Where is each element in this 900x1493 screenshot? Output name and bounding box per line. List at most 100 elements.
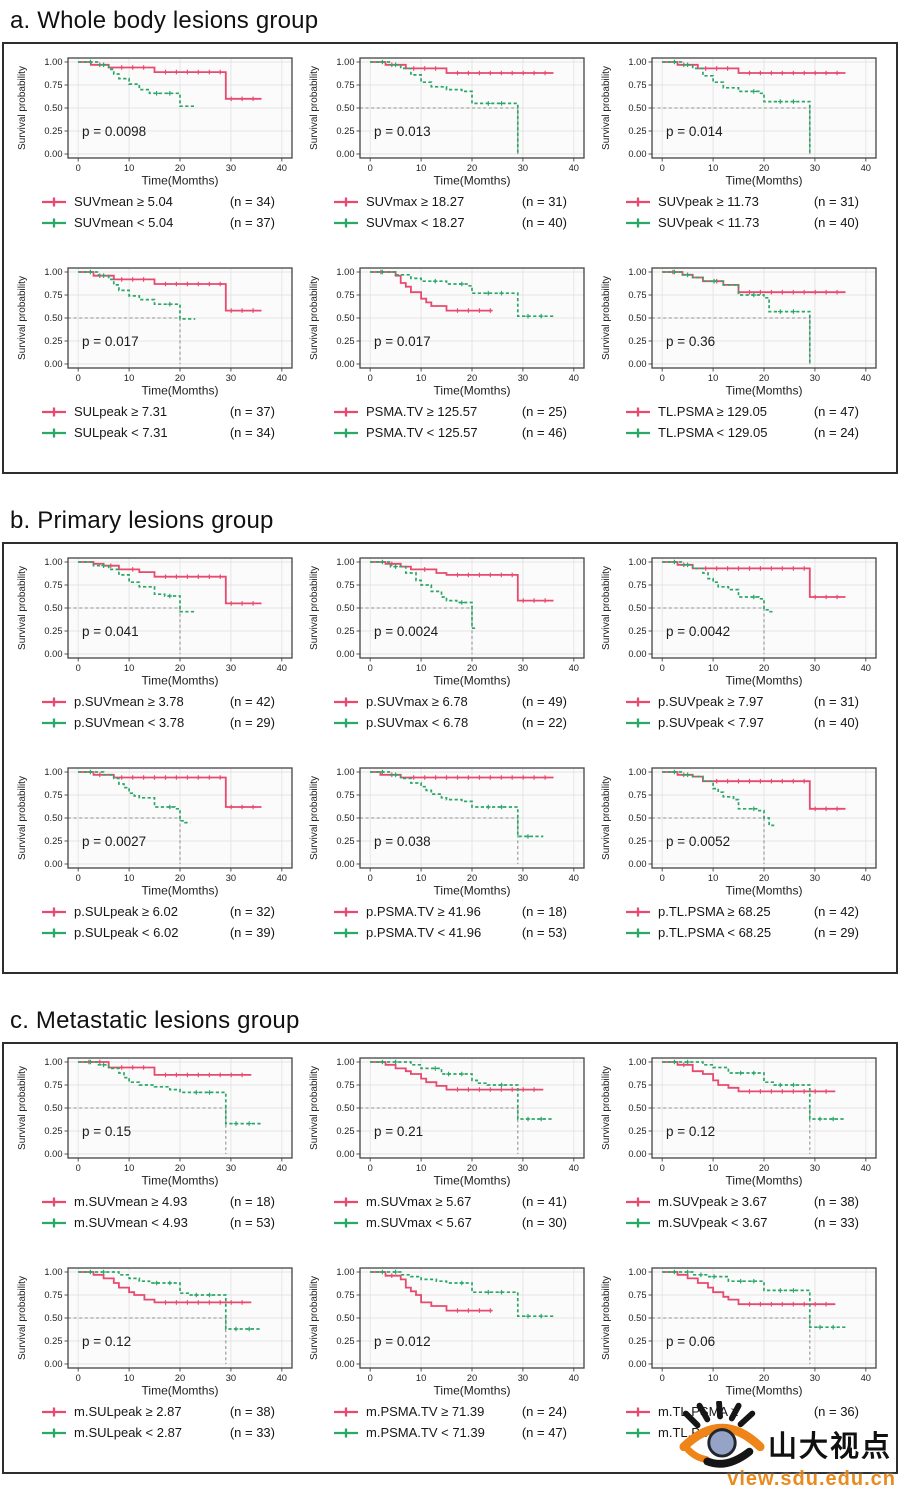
km-plot: 0.00 0.25 0.50 0.75 1.00 0 10 20 30 40 Survival pr… (304, 760, 596, 966)
axis-ticks (356, 271, 575, 372)
censor-marks-low (380, 269, 544, 319)
axis-ticks (356, 1271, 575, 1372)
plot-legend: m.SUVmax ≥ 5.67 (n = 41) m.SUVmax < 5.67… (333, 1191, 567, 1233)
plot-legend: p.SUVmax ≥ 6.78 (n = 49) p.SUVmax < 6.78… (333, 691, 567, 733)
x-tick-label: 20 (175, 1373, 185, 1383)
legend-key-icon (42, 197, 66, 206)
legend-label: SUVmean ≥ 5.04 (74, 194, 173, 209)
x-tick-label: 30 (810, 163, 820, 173)
legend-count: (n = 53) (229, 1215, 275, 1230)
y-tick-label: 1.00 (628, 267, 646, 277)
x-tick-label: 20 (759, 1163, 769, 1173)
section-title: a. Whole body lesions group (10, 7, 319, 34)
p-value-label: p = 0.017 (374, 334, 431, 349)
y-tick-label: 0.75 (336, 1290, 354, 1300)
eye-lashes (682, 1401, 756, 1429)
km-curve-high (370, 61, 554, 74)
x-tick-label: 20 (759, 1373, 769, 1383)
x-axis-label: Time(Momths) (142, 884, 219, 898)
x-tick-label: 10 (708, 373, 718, 383)
x-tick-label: 20 (467, 373, 477, 383)
legend-key-icon (626, 907, 650, 916)
x-tick-label: 10 (124, 373, 134, 383)
x-tick-label: 0 (76, 663, 81, 673)
censor-marks-low (88, 269, 173, 307)
km-plot: 0.00 0.25 0.50 0.75 1.00 0 10 20 30 40 Survival pr… (12, 1260, 304, 1466)
legend-key-icon (626, 218, 650, 227)
y-tick-label: 0.50 (628, 1103, 646, 1113)
x-tick-label: 20 (467, 873, 477, 883)
plot-legend: p.SUVmean ≥ 3.78 (n = 42) p.SUVmean < 3.… (41, 691, 275, 733)
x-tick-label: 10 (708, 873, 718, 883)
y-tick-label: 0.00 (628, 859, 646, 869)
y-tick-label: 0.75 (336, 790, 354, 800)
y-axis-label: Survival probability (17, 276, 28, 360)
section-title: b. Primary lesions group (10, 507, 274, 534)
censor-marks-high (681, 1062, 829, 1094)
censor-marks-low (380, 1269, 544, 1319)
axis-ticks (64, 271, 283, 372)
y-axis-label: Survival probability (17, 1066, 28, 1150)
km-plot: 0.00 0.25 0.50 0.75 1.00 0 10 20 30 40 Survival pr… (12, 50, 304, 256)
x-tick-label: 10 (416, 163, 426, 173)
y-axis-label: Survival probability (17, 566, 28, 650)
legend-label: m.SULpeak ≥ 2.87 (74, 1404, 182, 1419)
y-tick-label: 0.25 (336, 836, 354, 846)
legend-label: m.SUVmax ≥ 5.67 (366, 1194, 472, 1209)
y-tick-label: 0.50 (336, 1103, 354, 1113)
km-plot: 0.00 0.25 0.50 0.75 1.00 0 10 20 30 40 Survival pr… (12, 260, 304, 466)
x-tick-label: 0 (368, 1373, 373, 1383)
y-tick-label: 1.00 (336, 557, 354, 567)
x-tick-label: 10 (124, 873, 134, 883)
km-plot-canvas: 0.00 0.25 0.50 0.75 1.00 0 10 20 30 40 Survival pr… (601, 557, 877, 688)
y-tick-label: 0.00 (628, 1359, 646, 1369)
legend-key-icon (42, 928, 66, 937)
km-curve-high (662, 1271, 836, 1306)
x-tick-label: 0 (368, 373, 373, 383)
x-tick-label: 20 (467, 163, 477, 173)
km-plot-canvas: 0.00 0.25 0.50 0.75 1.00 0 10 20 30 40 Survival pr… (309, 1057, 585, 1188)
y-tick-label: 1.00 (628, 1057, 646, 1067)
x-axis-label: Time(Momths) (726, 174, 803, 188)
censor-marks-low (380, 559, 465, 605)
legend-label: SUVpeak < 11.73 (658, 215, 760, 230)
figure-section: b. Primary lesions group 0.00 0.25 0.50 0.7… (2, 506, 898, 974)
y-tick-label: 1.00 (336, 267, 354, 277)
x-axis-label: Time(Momths) (726, 1174, 803, 1188)
watermark: 山大视点 view.sdu.edu.cn (648, 1399, 898, 1493)
legend-entry: SUVmean < 5.04 (n = 37) (41, 212, 275, 233)
legend-label: p.SUVpeak < 7.97 (658, 715, 764, 730)
y-tick-label: 0.50 (628, 1313, 646, 1323)
legend-entry: SUVmax ≥ 18.27 (n = 31) (333, 191, 567, 212)
legend-count: (n = 32) (229, 904, 275, 919)
km-curve-low (662, 771, 775, 827)
x-tick-label: 20 (467, 1163, 477, 1173)
legend-entry: p.TL.PSMA < 68.25 (n = 29) (625, 922, 859, 943)
km-curve-low (370, 561, 476, 630)
legend-key-icon (42, 718, 66, 727)
legend-key-icon (334, 407, 358, 416)
legend-key-icon (626, 1407, 650, 1416)
axis-ticks (648, 271, 867, 372)
y-tick-label: 0.00 (44, 1359, 62, 1369)
y-tick-label: 1.00 (44, 1057, 62, 1067)
axis-ticks (64, 1271, 283, 1372)
x-axis-label: Time(Momths) (726, 1384, 803, 1398)
km-curve-low (370, 771, 544, 838)
plot-legend: PSMA.TV ≥ 125.57 (n = 25) PSMA.TV < 125.… (333, 401, 567, 443)
x-tick-label: 40 (277, 1373, 287, 1383)
x-tick-label: 40 (861, 663, 871, 673)
x-tick-label: 10 (708, 163, 718, 173)
p-value-label: p = 0.014 (666, 124, 723, 139)
legend-entry: m.SUVmean < 4.93 (n = 53) (41, 1212, 275, 1233)
plot-legend: p.TL.PSMA ≥ 68.25 (n = 42) p.TL.PSMA < 6… (625, 901, 859, 943)
y-tick-label: 0.75 (336, 1080, 354, 1090)
median-guides (652, 817, 765, 864)
x-tick-label: 30 (810, 873, 820, 883)
y-tick-label: 0.25 (628, 336, 646, 346)
legend-key-icon (42, 1407, 66, 1416)
x-tick-label: 30 (226, 373, 236, 383)
censor-marks-low (101, 563, 173, 599)
x-tick-label: 40 (861, 373, 871, 383)
